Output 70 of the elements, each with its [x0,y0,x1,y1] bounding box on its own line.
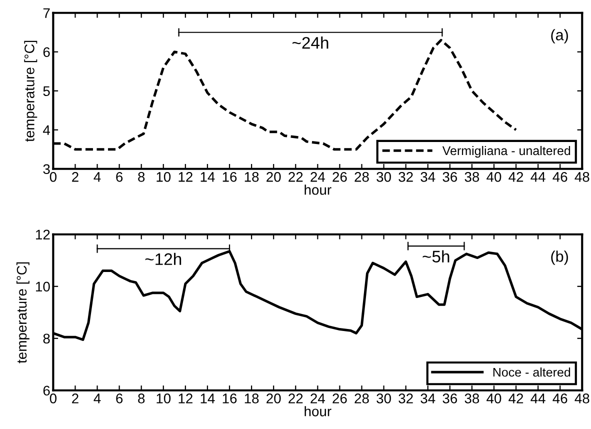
x-tick-label: 38 [464,172,480,182]
x-tick-label: 42 [508,172,524,182]
x-tick-label: 34 [420,172,436,182]
annotation: ~24h [292,36,328,49]
x-tick-label: 2 [72,172,78,182]
x-tick-label: 40 [486,394,502,404]
x-tick-label: 28 [354,172,369,182]
y-tick-label: 4 [43,125,50,135]
x-tick-label: 10 [156,172,171,182]
y-tick-label: 3 [43,164,50,174]
y-tick-label: 6 [43,386,50,396]
x-tick-label: 8 [138,394,145,404]
x-tick-label: 30 [376,172,391,182]
x-tick-label: 24 [310,172,325,182]
x-tick-label: 6 [116,172,123,182]
x-axis-title: hour [304,184,332,195]
x-tick-label: 16 [222,172,237,182]
x-tick-label: 42 [508,394,524,404]
x-tick-label: 38 [464,394,480,404]
x-tick-label: 48 [574,172,590,182]
x-tick-label: 22 [288,172,303,182]
x-tick-label: 18 [244,394,259,404]
legend-label: Vermigliana - unaltered [442,146,570,158]
x-tick-label: 20 [266,394,281,404]
x-tick-label: 44 [530,394,546,404]
x-tick-label: 12 [178,394,192,404]
x-tick-label: 18 [244,172,259,182]
x-tick-label: 12 [178,172,192,182]
x-tick-label: 24 [310,394,325,404]
y-tick-label: 5 [43,86,50,96]
x-tick-label: 26 [332,394,347,404]
annotation: (a) [551,29,568,44]
x-tick-label: 26 [332,172,347,182]
x-tick-label: 6 [116,394,123,404]
x-tick-label: 30 [376,394,391,404]
y-tick-label: 8 [43,334,50,344]
annotation: (b) [551,250,568,265]
x-tick-label: 2 [72,394,78,404]
x-tick-label: 4 [94,394,101,404]
annotation: ~12h [145,252,182,265]
x-tick-label: 0 [50,172,57,182]
x-tick-label: 44 [530,172,546,182]
y-tick-label: 12 [36,230,50,240]
x-tick-label: 0 [50,394,57,404]
x-tick-label: 28 [354,394,369,404]
x-tick-label: 20 [266,172,281,182]
x-axis-title: hour [304,406,332,416]
x-tick-label: 10 [156,394,171,404]
x-tick-label: 36 [442,172,458,182]
y-axis-title: temperature [°C] [24,40,38,142]
legend-label: Noce - altered [493,367,570,377]
x-tick-label: 16 [222,394,237,404]
x-tick-label: 8 [138,172,145,182]
y-axis-title: temperature [°C] [16,262,30,364]
x-tick-label: 14 [200,394,215,404]
x-tick-label: 36 [442,394,458,404]
x-tick-label: 22 [288,394,303,404]
x-tick-label: 46 [552,172,568,182]
x-tick-label: 32 [398,172,413,182]
y-tick-label: 10 [36,282,50,292]
y-tick-label: 7 [43,8,50,18]
x-tick-label: 32 [398,394,413,404]
x-tick-label: 48 [574,394,590,404]
x-tick-label: 40 [486,172,502,182]
x-tick-label: 4 [94,172,101,182]
x-tick-label: 34 [420,394,436,404]
x-tick-label: 14 [200,172,215,182]
annotation: ~5h [422,250,450,262]
y-tick-label: 6 [43,47,50,58]
x-tick-label: 46 [552,394,568,404]
